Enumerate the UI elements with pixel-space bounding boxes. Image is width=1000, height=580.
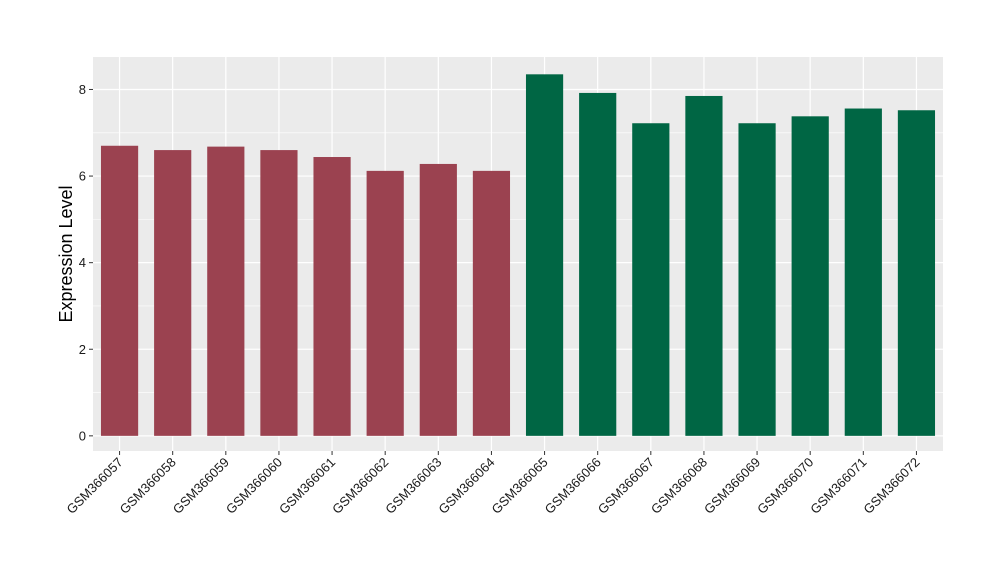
x-tick-label: GSM366057 — [63, 455, 125, 517]
y-tick-label: 2 — [79, 342, 86, 357]
x-tick-label: GSM366061 — [276, 455, 338, 517]
y-tick-label: 6 — [79, 169, 86, 184]
bar-GSM366064 — [472, 170, 511, 436]
x-tick-label: GSM366064 — [435, 455, 497, 517]
bar-GSM366068 — [685, 95, 723, 436]
x-tick-label: GSM366068 — [648, 455, 710, 517]
bar-GSM366067 — [632, 123, 670, 436]
bar-GSM366071 — [844, 108, 882, 436]
bar-GSM366058 — [154, 150, 192, 436]
x-tick-label: GSM366059 — [170, 455, 232, 517]
x-tick-label: GSM366067 — [595, 455, 657, 517]
bars — [100, 74, 936, 436]
y-tick-label: 8 — [79, 82, 86, 97]
bar-GSM366059 — [207, 146, 245, 436]
bar-GSM366069 — [738, 123, 776, 436]
x-tick-label: GSM366063 — [382, 455, 444, 517]
x-tick-label: GSM366066 — [542, 455, 604, 517]
bar-GSM366070 — [791, 116, 829, 436]
y-axis-title: Expression Level — [56, 185, 76, 322]
x-tick-label: GSM366069 — [701, 455, 763, 517]
x-tick-label: GSM366062 — [329, 455, 391, 517]
x-axis: GSM366057GSM366058GSM366059GSM366060GSM3… — [63, 451, 923, 517]
y-axis: 0 2 4 6 8 — [79, 82, 93, 443]
bar-GSM366066 — [579, 92, 617, 436]
y-tick-label: 0 — [79, 428, 86, 443]
bar-GSM366062 — [366, 170, 404, 436]
bar-GSM366061 — [313, 157, 351, 436]
x-tick-label: GSM366060 — [223, 455, 285, 517]
x-tick-label: GSM366072 — [860, 455, 922, 517]
bar-GSM366063 — [419, 163, 457, 436]
bar-GSM366057 — [100, 145, 139, 436]
bar-GSM366065 — [525, 74, 564, 436]
x-tick-label: GSM366070 — [754, 455, 816, 517]
y-tick-label: 4 — [79, 255, 86, 270]
x-tick-label: GSM366065 — [488, 455, 550, 517]
bar-GSM366072 — [897, 110, 936, 436]
x-tick-label: GSM366071 — [807, 455, 869, 517]
bar-GSM366060 — [260, 150, 298, 436]
x-tick-label: GSM366058 — [117, 455, 179, 517]
